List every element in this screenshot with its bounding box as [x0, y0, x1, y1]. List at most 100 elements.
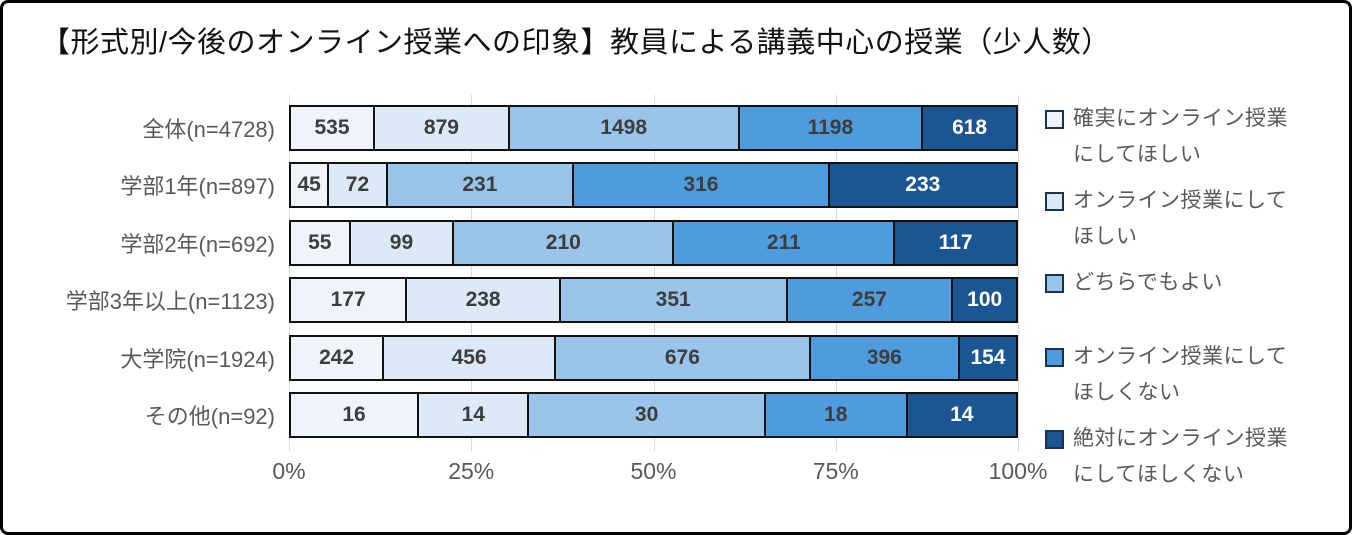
category-label: 学部3年以上(n=1123) [65, 289, 275, 315]
category-label: 学部1年(n=897) [120, 174, 275, 200]
bar-track: 535 879 1498 1198 618 [289, 104, 1018, 151]
table-row: 大学院(n=1924) 242 456 676 396 154 [3, 329, 1018, 387]
category-label: 学部2年(n=692) [120, 231, 275, 257]
segment-value: 100 [967, 288, 1003, 312]
legend-label: どちらでもよい [1073, 271, 1223, 294]
legend-label: オンライン授業にしてほしくない [1073, 345, 1288, 404]
segment-value: 618 [952, 115, 988, 139]
bar-segment: 45 [291, 164, 328, 207]
table-row: 学部3年以上(n=1123) 177 238 351 257 100 [3, 272, 1018, 330]
x-axis-tick-label: 100% [988, 458, 1048, 484]
legend-swatch-icon [1045, 110, 1064, 129]
legend-label: オンライン授業にしてほしい [1073, 189, 1288, 248]
segment-value: 16 [342, 403, 366, 427]
segment-value: 210 [545, 230, 581, 254]
x-axis-tick-label: 75% [812, 458, 859, 484]
bar-segment: 72 [327, 164, 386, 207]
bar-segment: 100 [951, 279, 1016, 322]
category-label: 全体(n=4728) [142, 116, 275, 142]
segment-value: 117 [938, 230, 973, 254]
gridline [289, 95, 290, 451]
segment-value: 154 [970, 345, 1006, 369]
segment-value: 18 [824, 403, 848, 427]
table-row: 学部2年(n=692) 55 99 210 211 117 [3, 214, 1018, 272]
bar-segment: 14 [417, 394, 528, 437]
segment-value: 456 [451, 345, 487, 369]
legend-item: オンライン授業にしてほしくない [1045, 339, 1345, 411]
legend-item: どちらでもよい [1045, 265, 1345, 301]
legend-swatch-icon [1045, 430, 1064, 449]
segment-value: 30 [634, 403, 659, 427]
bar-segment: 1198 [737, 106, 922, 149]
bar-segment: 257 [785, 279, 952, 322]
legend-item: オンライン授業にしてほしい [1045, 183, 1345, 255]
segment-value: 535 [314, 115, 350, 139]
segment-value: 879 [423, 115, 459, 139]
bar-segment: 351 [558, 279, 786, 322]
plot-area [289, 95, 1019, 451]
segment-value: 14 [950, 403, 974, 427]
bar-segment: 618 [921, 106, 1016, 149]
bar-segment: 154 [957, 336, 1016, 379]
bar-segment: 55 [291, 221, 349, 264]
segment-value: 1198 [807, 115, 854, 139]
bar-segment: 238 [405, 279, 559, 322]
legend-item: 絶対にオンライン授業にしてほしくない [1045, 421, 1345, 493]
segment-value: 72 [345, 173, 370, 197]
segment-value: 231 [462, 173, 498, 197]
bar-track: 177 238 351 257 100 [289, 277, 1018, 324]
bar-segment: 14 [905, 394, 1016, 437]
segment-value: 14 [461, 403, 485, 427]
bar-segment: 879 [373, 106, 508, 149]
legend-swatch-icon [1045, 348, 1064, 367]
bar-segment: 30 [527, 394, 764, 437]
bar-segment: 676 [554, 336, 809, 379]
legend-swatch-icon [1045, 274, 1064, 293]
bar-segment: 1498 [507, 106, 738, 149]
bar-segment: 231 [385, 164, 573, 207]
segment-value: 233 [905, 173, 941, 197]
segment-value: 1498 [600, 115, 648, 139]
legend-item: 確実にオンライン授業にしてほしい [1045, 101, 1345, 173]
category-label: その他(n=92) [144, 404, 275, 430]
bar-track: 16 14 30 18 14 [289, 392, 1018, 439]
bar-segment: 177 [291, 279, 406, 322]
bar-rows: 全体(n=4728) 535 879 1498 1198 618 学部1年(n=897) 45… [3, 99, 1018, 444]
segment-value: 351 [655, 288, 691, 312]
segment-value: 242 [319, 345, 355, 369]
segment-value: 177 [330, 288, 366, 312]
segment-value: 238 [465, 288, 501, 312]
bar-segment: 456 [382, 336, 555, 379]
segment-value: 211 [766, 230, 801, 254]
legend-label: 確実にオンライン授業にしてほしい [1073, 107, 1288, 166]
bar-segment: 210 [452, 221, 673, 264]
bar-segment: 233 [827, 164, 1016, 207]
table-row: 全体(n=4728) 535 879 1498 1198 618 [3, 99, 1018, 157]
gridline [1018, 95, 1019, 451]
gridline [471, 95, 473, 451]
segment-value: 396 [866, 345, 902, 369]
segment-value: 676 [664, 345, 700, 369]
legend: 確実にオンライン授業にしてほしい オンライン授業にしてほしいどちらでもよいオンライ… [1045, 101, 1345, 503]
bar-segment: 535 [291, 106, 374, 149]
gridline [835, 95, 837, 451]
segment-value: 316 [683, 173, 719, 197]
bar-track: 45 72 231 316 233 [289, 162, 1018, 209]
bar-segment: 99 [348, 221, 453, 264]
table-row: 学部1年(n=897) 45 72 231 316 233 [3, 157, 1018, 215]
segment-value: 55 [308, 230, 332, 254]
bar-segment: 316 [572, 164, 828, 207]
bar-segment: 16 [291, 394, 418, 437]
bar-segment: 117 [893, 221, 1016, 264]
bar-track: 55 99 210 211 117 [289, 219, 1018, 266]
bar-segment: 211 [672, 221, 894, 264]
x-axis-tick-label: 50% [630, 458, 677, 484]
segment-value: 257 [851, 288, 887, 312]
legend-swatch-icon [1045, 192, 1064, 211]
legend-label: 絶対にオンライン授業にしてほしくない [1073, 427, 1288, 486]
chart-title: 【形式別/今後のオンライン授業への印象】教員による講義中心の授業（少人数） [41, 27, 1111, 59]
bar-segment: 18 [763, 394, 906, 437]
x-axis-tick-label: 25% [448, 458, 495, 484]
bar-segment: 242 [291, 336, 383, 379]
